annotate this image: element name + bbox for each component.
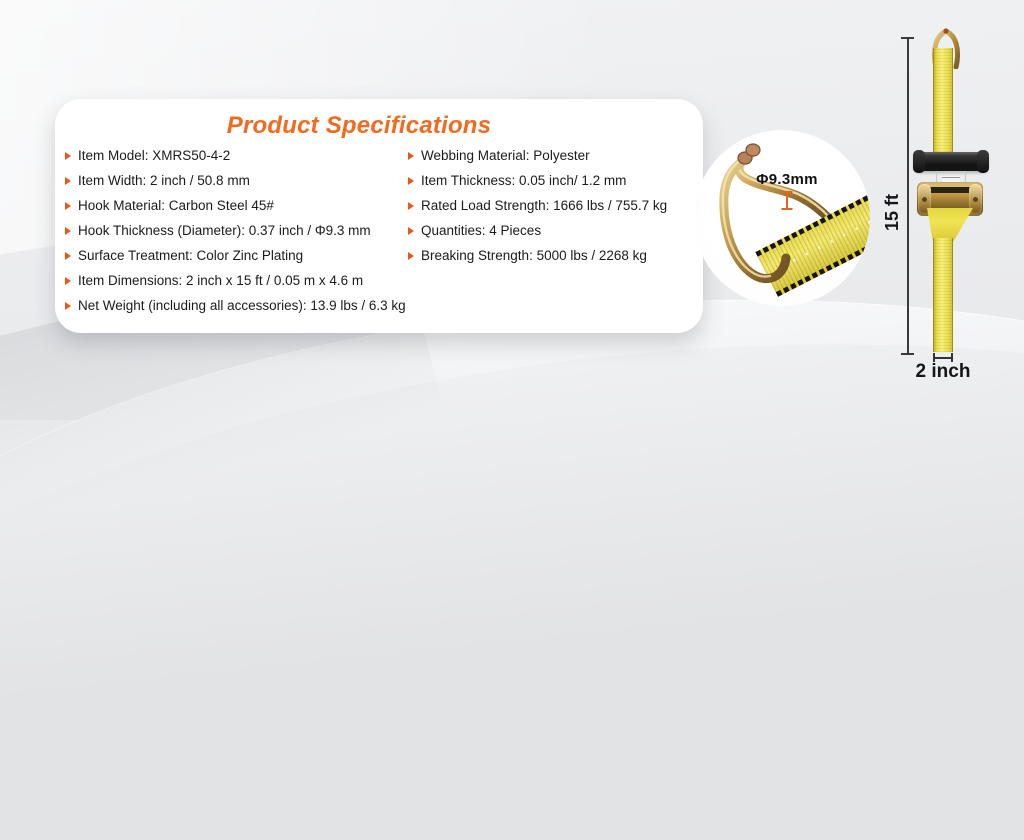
background-wave: [0, 246, 1024, 840]
spec-item: Surface Treatment: Color Zinc Plating: [65, 249, 406, 263]
triangle-bullet-icon: [65, 152, 71, 160]
triangle-bullet-icon: [65, 252, 71, 260]
spec-item: Breaking Strength: 5000 lbs / 2268 kg: [408, 249, 667, 263]
strap-length-label: 15 ft: [882, 193, 902, 231]
width-dimension-line: [933, 357, 953, 359]
spec-item: Webbing Material: Polyester: [408, 149, 667, 163]
spec-item-text: Item Model: XMRS50-4-2: [78, 148, 231, 163]
spec-list-right: Webbing Material: Polyester Item Thickne…: [408, 149, 667, 274]
spec-item-text: Webbing Material: Polyester: [421, 148, 590, 163]
triangle-bullet-icon: [408, 152, 414, 160]
spec-item: Item Model: XMRS50-4-2: [65, 149, 406, 163]
dimension-cap: [901, 37, 914, 39]
j-hook-image: [719, 143, 870, 297]
spec-item-text: Item Width: 2 inch / 50.8 mm: [78, 173, 250, 188]
background-wave: [0, 262, 1024, 840]
spec-item: Hook Thickness (Diameter): 0.37 inch / Φ…: [65, 224, 406, 238]
triangle-bullet-icon: [65, 277, 71, 285]
spec-item-text: Item Dimensions: 2 inch x 15 ft / 0.05 m…: [78, 273, 364, 288]
triangle-bullet-icon: [408, 252, 414, 260]
strap-width-label: 2 inch: [915, 361, 971, 382]
spec-item-text: Item Thickness: 0.05 inch/ 1.2 mm: [421, 173, 627, 188]
spec-card: Product Specifications Item Model: XMRS5…: [55, 99, 703, 333]
spec-item: Item Width: 2 inch / 50.8 mm: [65, 174, 406, 188]
spec-item: Hook Material: Carbon Steel 45#: [65, 199, 406, 213]
hook-diameter-label: Φ9.3mm: [756, 171, 818, 188]
triangle-bullet-icon: [65, 177, 71, 185]
triangle-bullet-icon: [65, 227, 71, 235]
triangle-bullet-icon: [408, 177, 414, 185]
spec-item: Net Weight (including all accessories): …: [65, 299, 406, 313]
spec-item-text: Net Weight (including all accessories): …: [78, 298, 406, 313]
length-dimension-line: [907, 38, 909, 354]
hook-detail-photo: [694, 130, 870, 306]
spec-item-text: Hook Material: Carbon Steel 45#: [78, 198, 274, 213]
spec-item-text: Surface Treatment: Color Zinc Plating: [78, 248, 304, 263]
ratchet-bolt: [973, 197, 978, 202]
dimension-cap: [901, 353, 914, 355]
triangle-bullet-icon: [65, 202, 71, 210]
spec-item-text: Rated Load Strength: 1666 lbs / 755.7 kg: [421, 198, 668, 213]
spec-item: Item Thickness: 0.05 inch/ 1.2 mm: [408, 174, 667, 188]
triangle-bullet-icon: [408, 202, 414, 210]
ratchet-bolt: [922, 197, 927, 202]
strap-webbing-bottom: [933, 238, 953, 352]
spec-item-text: Breaking Strength: 5000 lbs / 2268 kg: [421, 248, 647, 263]
spec-item: Quantities: 4 Pieces: [408, 224, 667, 238]
spec-item-text: Hook Thickness (Diameter): 0.37 inch / Φ…: [78, 223, 371, 238]
strap-fold: [927, 208, 973, 242]
spec-list-left: Item Model: XMRS50-4-2 Item Width: 2 inc…: [65, 149, 406, 324]
triangle-bullet-icon: [65, 302, 71, 310]
spec-item-text: Quantities: 4 Pieces: [421, 223, 542, 238]
triangle-bullet-icon: [408, 227, 414, 235]
ratchet-handle: [913, 150, 989, 173]
spec-item: Item Dimensions: 2 inch x 15 ft / 0.05 m…: [65, 274, 406, 288]
strap-webbing-top: [933, 48, 953, 158]
spec-item: Rated Load Strength: 1666 lbs / 755.7 kg: [408, 199, 667, 213]
card-title: Product Specifications: [226, 112, 492, 139]
